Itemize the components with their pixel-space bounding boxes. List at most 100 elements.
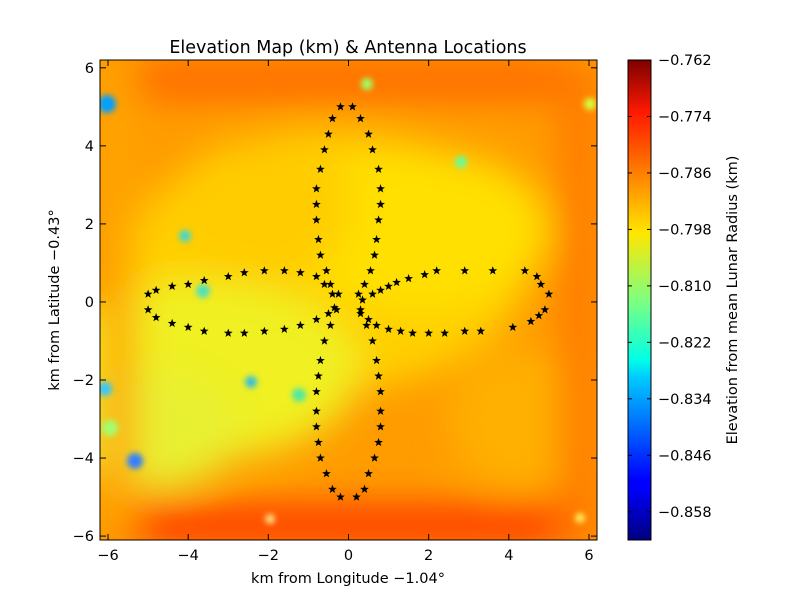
antenna-star xyxy=(534,311,544,320)
antenna-star xyxy=(384,324,393,333)
antenna-star xyxy=(532,271,542,281)
antenna-star xyxy=(199,326,209,335)
antenna-star xyxy=(330,303,339,312)
antenna-star xyxy=(314,371,323,380)
antenna-star xyxy=(312,184,321,193)
antenna-star xyxy=(376,199,385,209)
y-tick-label: 2 xyxy=(85,217,94,233)
y-tick-label: 0 xyxy=(85,295,94,311)
antenna-star xyxy=(332,305,341,314)
x-tick-label: 0 xyxy=(344,548,353,564)
antenna-star xyxy=(374,437,383,447)
antenna-star xyxy=(259,326,269,335)
antenna-star xyxy=(223,328,233,337)
antenna-star xyxy=(392,277,401,287)
antenna-star xyxy=(143,305,153,314)
y-tick-label: 4 xyxy=(85,139,94,155)
x-tick-label: −6 xyxy=(97,548,118,564)
antenna-star xyxy=(356,113,365,123)
antenna-star xyxy=(239,328,249,337)
x-tick-label: 4 xyxy=(504,548,513,564)
antenna-star xyxy=(296,320,305,330)
antenna-star xyxy=(362,320,371,330)
y-tick-label: −2 xyxy=(73,373,94,389)
antenna-star xyxy=(460,326,470,335)
antenna-star xyxy=(460,266,470,275)
colorbar-tick-label: −0.798 xyxy=(658,222,712,238)
x-axis-label: km from Longitude −1.04° xyxy=(251,571,445,587)
y-axis: 6 4 2 0 −2 −4 −6 xyxy=(73,61,597,545)
antenna-star xyxy=(312,406,321,415)
antenna-star xyxy=(328,113,337,123)
antenna-star xyxy=(352,492,361,501)
antenna-star xyxy=(316,164,325,173)
antenna-star xyxy=(336,102,345,111)
antenna-star xyxy=(328,289,337,298)
antenna-star xyxy=(476,326,486,335)
antenna-star xyxy=(440,328,450,337)
antenna-star xyxy=(314,437,323,447)
antenna-star xyxy=(376,387,385,396)
antenna-star xyxy=(348,102,357,111)
antenna-star xyxy=(296,268,305,277)
colorbar-tick-label: −0.774 xyxy=(658,109,712,125)
antenna-star xyxy=(540,305,550,314)
antenna-star xyxy=(320,279,329,289)
y-tick-label: −4 xyxy=(73,451,94,467)
antenna-star xyxy=(370,250,379,259)
antenna-star xyxy=(520,266,530,275)
x-axis: −6 −4 −2 0 2 4 6 xyxy=(97,60,594,564)
heatmap-area xyxy=(100,60,597,540)
antenna-star xyxy=(376,406,385,415)
antenna-star xyxy=(316,250,325,259)
antenna-star xyxy=(374,164,383,173)
antenna-star xyxy=(320,336,329,345)
antenna-star xyxy=(368,336,377,345)
antenna-star xyxy=(199,275,209,285)
antenna-star xyxy=(320,145,329,154)
antenna-star xyxy=(372,355,381,365)
antenna-star xyxy=(368,145,377,154)
colorbar-tick-label: −0.762 xyxy=(658,53,712,69)
antenna-star xyxy=(239,268,249,277)
antenna-star xyxy=(312,215,321,224)
colorbar-gradient xyxy=(627,59,652,541)
antenna-star xyxy=(324,309,333,318)
colorbar-tick-label: −0.846 xyxy=(658,448,712,464)
antenna-star xyxy=(151,312,161,322)
antenna-star xyxy=(364,469,373,478)
y-tick-label: −6 xyxy=(73,529,94,545)
x-tick-label: 2 xyxy=(424,548,433,564)
antenna-star xyxy=(312,387,321,396)
antenna-star xyxy=(223,271,233,281)
antenna-star xyxy=(167,318,177,328)
antenna-star xyxy=(280,266,289,275)
antenna-star xyxy=(322,469,331,478)
antenna-star xyxy=(376,184,385,193)
antenna-star xyxy=(312,314,321,324)
x-tick-label: −4 xyxy=(177,548,198,564)
chart-title: Elevation Map (km) & Antenna Locations xyxy=(169,38,526,58)
antenna-star xyxy=(356,309,365,318)
antenna-star xyxy=(336,492,345,501)
antenna-star xyxy=(374,215,383,224)
antenna-star xyxy=(404,273,413,283)
antenna-star xyxy=(384,281,393,291)
antenna-star xyxy=(424,328,434,337)
antenna-star xyxy=(366,266,375,275)
antenna-star xyxy=(326,279,335,289)
colorbar-tick-label: −0.858 xyxy=(658,505,712,521)
colorbar-tick-label: −0.810 xyxy=(658,279,712,295)
antenna-star xyxy=(334,289,343,298)
colorbar-label: Elevation from mean Lunar Radius (km) xyxy=(725,156,741,445)
x-tick-label: −2 xyxy=(258,548,279,564)
x-tick-label: 6 xyxy=(584,548,593,564)
antenna-star xyxy=(280,324,289,333)
antenna-star xyxy=(432,266,442,275)
antenna-star xyxy=(488,266,498,275)
antenna-star xyxy=(544,289,554,298)
antenna-star xyxy=(324,129,333,138)
antenna-star xyxy=(328,484,337,493)
antenna-star xyxy=(508,322,518,332)
antenna-star xyxy=(322,266,331,275)
